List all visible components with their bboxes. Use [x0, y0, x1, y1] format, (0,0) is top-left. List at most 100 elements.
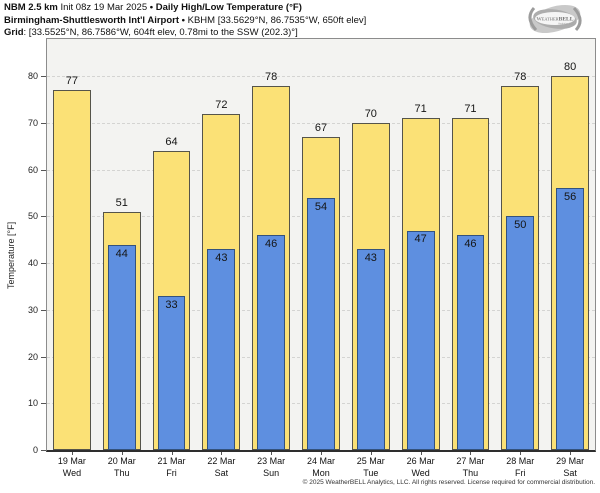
x-label-day: Fri — [166, 468, 177, 478]
copyright-notice: © 2025 WeatherBELL Analytics, LLC. All r… — [302, 479, 595, 486]
x-label-day: Mon — [312, 468, 330, 478]
product-title: Daily High/Low Temperature (°F) — [155, 2, 302, 13]
low-value-label: 44 — [115, 247, 128, 260]
header-line-2: Birmingham-Shuttlesworth Int'l Airport •… — [4, 15, 366, 28]
y-tick-70 — [41, 123, 46, 125]
high-value-label: 77 — [65, 75, 79, 88]
low-value-label: 50 — [514, 219, 527, 232]
x-label-day: Tue — [363, 468, 379, 478]
high-value-label: 72 — [215, 98, 228, 111]
low-bar — [406, 230, 435, 450]
y-tick-label-50: 50 — [27, 211, 38, 222]
station-name: Birmingham-Shuttlesworth Int'l Airport — [4, 14, 180, 26]
swirl-icon — [528, 5, 582, 33]
x-label-day: Wed — [411, 468, 430, 478]
low-bar — [456, 235, 485, 450]
low-bar — [307, 197, 335, 450]
logo-subtext: Analytics LLC — [558, 22, 574, 26]
init-time: Init 08z 19 Mar 2025 — [60, 2, 148, 13]
x-label-date: 26 Mar — [406, 456, 435, 466]
x-label-date: 29 Mar — [556, 456, 585, 466]
x-tick-1 — [121, 452, 123, 455]
header-line-1: NBM 2.5 km Init 08z 19 Mar 2025 • Daily … — [4, 2, 366, 15]
low-bar — [506, 216, 535, 450]
x-label-day: Fri — [515, 468, 526, 478]
x-tick-5 — [321, 452, 322, 455]
y-tick-40 — [41, 263, 46, 265]
x-label-day: Sat — [563, 468, 577, 478]
y-tick-50 — [41, 216, 46, 218]
x-axis-label: 21 Mar Fri — [147, 455, 197, 479]
low-bar — [207, 249, 236, 450]
separator-dot: • — [149, 2, 154, 13]
y-axis-title: Temperature [°F] — [6, 221, 16, 289]
x-label-date: 25 Mar — [356, 456, 385, 466]
x-axis-label: 25 Mar Tue — [346, 455, 396, 479]
y-tick-60 — [41, 169, 46, 171]
y-tick-label-70: 70 — [27, 118, 38, 129]
gridline-70 — [47, 123, 595, 125]
logo-text: WEATHERBELL — [536, 17, 573, 23]
x-label-day: Wed — [62, 468, 82, 478]
x-label-date: 28 Mar — [506, 456, 535, 466]
x-tick-10 — [570, 452, 572, 455]
y-tick-label-10: 10 — [27, 398, 38, 409]
x-tick-8 — [470, 452, 472, 455]
x-axis-label: 19 Mar Wed — [47, 455, 97, 479]
x-axis-label: 29 Mar Sat — [545, 455, 595, 479]
high-value-label: 51 — [115, 196, 128, 209]
high-bar — [53, 90, 91, 450]
y-tick-label-60: 60 — [27, 164, 38, 175]
chart-header: NBM 2.5 km Init 08z 19 Mar 2025 • Daily … — [4, 2, 366, 40]
y-tick-0 — [41, 450, 46, 451]
grid-details: : [33.5525°N, 86.7586°W, 604ft elev, 0.7… — [23, 27, 298, 38]
grid-label: Grid — [4, 27, 24, 38]
x-axis-label: 23 Mar Sun — [246, 455, 296, 479]
low-value-label: 46 — [265, 238, 278, 251]
gridline-80 — [47, 76, 595, 78]
x-axis-label: 27 Mar Thu — [446, 455, 496, 479]
y-tick-label-30: 30 — [27, 304, 38, 315]
x-label-day: Thu — [462, 468, 479, 478]
x-label-date: 24 Mar — [306, 456, 335, 466]
high-value-label: 67 — [314, 122, 328, 135]
x-axis-label: 26 Mar Wed — [396, 455, 446, 479]
low-value-label: 54 — [314, 200, 328, 213]
high-value-label: 71 — [414, 103, 427, 116]
x-label-date: 23 Mar — [257, 456, 286, 466]
y-tick-label-80: 80 — [27, 71, 38, 82]
y-tick-10 — [41, 403, 46, 405]
x-tick-4 — [271, 452, 273, 455]
x-tick-9 — [520, 452, 522, 455]
y-tick-label-40: 40 — [27, 258, 38, 269]
model-name: NBM 2.5 km — [4, 2, 58, 13]
weatherbell-logo: WEATHERBELL Analytics LLC — [528, 5, 582, 33]
x-label-day: Sat — [214, 468, 229, 478]
x-label-day: Thu — [113, 468, 130, 478]
plot-area: 77 51 44 64 33 72 43 78 46 67 54 70 43 71 47 71 46 78 50 80… — [46, 38, 596, 452]
y-tick-80 — [41, 76, 46, 78]
low-bar — [257, 235, 286, 450]
low-value-label: 56 — [563, 191, 577, 204]
low-value-label: 43 — [364, 252, 377, 265]
x-tick-2 — [171, 452, 173, 455]
x-axis-label: 20 Mar Thu — [97, 455, 147, 479]
x-label-date: 22 Mar — [207, 456, 236, 466]
low-value-label: 47 — [414, 233, 427, 246]
high-value-label: 70 — [364, 108, 377, 121]
low-bar — [356, 249, 385, 450]
x-label-date: 27 Mar — [456, 456, 485, 466]
low-value-label: 43 — [215, 252, 228, 265]
x-tick-0 — [71, 452, 73, 455]
x-axis-label: 28 Mar Fri — [495, 455, 545, 479]
y-tick-label-20: 20 — [27, 351, 38, 362]
header-line-3: Grid: [33.5525°N, 86.7586°W, 604ft elev,… — [4, 27, 366, 40]
low-bar — [157, 295, 186, 450]
low-value-label: 33 — [165, 298, 178, 311]
x-tick-3 — [221, 452, 223, 455]
high-value-label: 78 — [265, 70, 278, 83]
high-value-label: 80 — [563, 61, 577, 74]
y-tick-20 — [41, 356, 46, 358]
y-tick-30 — [41, 309, 46, 311]
x-label-date: 19 Mar — [57, 456, 86, 466]
